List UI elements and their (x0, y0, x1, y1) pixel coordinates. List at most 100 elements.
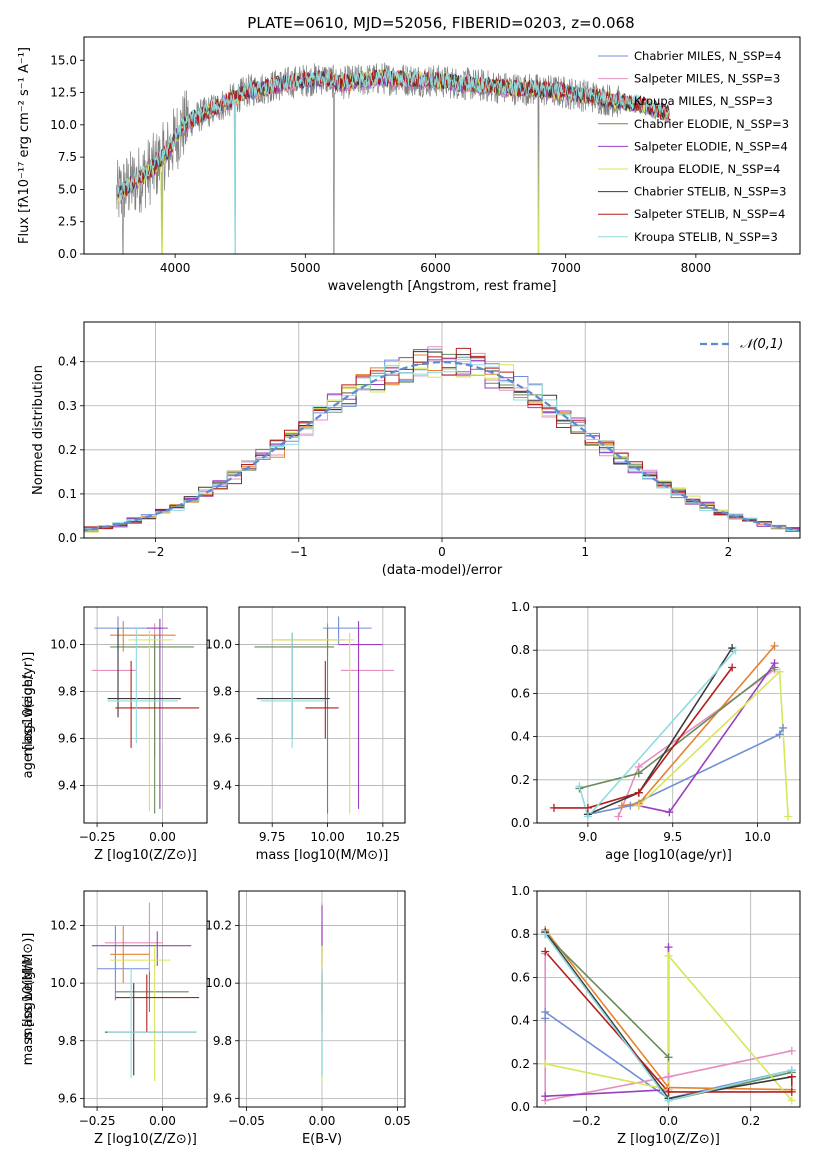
y-tick-label: 10.0 (205, 638, 232, 652)
mass-weight-marker (634, 769, 643, 778)
x-tick-label: 9.75 (259, 830, 286, 844)
legend-label: Chabrier ELODIE, N_SSP=3 (634, 117, 789, 131)
y-axis-label: Normed distribution (31, 365, 46, 495)
y-tick-label: 0.2 (511, 1057, 530, 1071)
mass-weight-marker (664, 1087, 673, 1096)
mass-weight-marker (614, 812, 623, 821)
mass-weight-marker (779, 723, 788, 732)
grid-lines (84, 607, 207, 823)
y-axis-label: mass [log10(M/M⊙)] (21, 933, 36, 1066)
x-axis-label: wavelength [Angstrom, rest frame] (328, 279, 557, 294)
y-tick-label: 0.4 (511, 730, 530, 744)
weights-vs-metallicity-panel: −0.2 0.0 0.2 0.0 0.2 0.4 0.6 0.8 1.0 Z [log10(Z/Z… (21, 884, 801, 1147)
y-tick-label: 15.0 (50, 53, 77, 67)
x-tick-label: 9.5 (663, 830, 682, 844)
x-axis-label: age [log10(age/yr)] (605, 848, 732, 863)
mass-weight-line (545, 953, 793, 1102)
spectrum-panel: 4000 5000 6000 7000 8000 0.0 2.5 5.0 7.5 10.0 12.5… (17, 36, 801, 294)
plot-area (554, 645, 789, 819)
axes-frame (83, 890, 208, 1108)
plot-area (254, 616, 394, 814)
x-tick-label: 0.05 (384, 1114, 411, 1128)
grid-lines (537, 606, 800, 824)
weights-vs-age-panel: 9.0 9.5 10.0 0.0 0.2 0.4 0.6 0.8 1.0 age [log10(a… (21, 600, 801, 863)
plot-area (91, 616, 200, 814)
y-tick-label: 10.2 (50, 919, 77, 933)
mass-weight-marker (634, 788, 643, 797)
grid-lines (84, 891, 207, 1107)
x-tick-label: 0.00 (149, 830, 176, 844)
model-spectrum-line (117, 69, 670, 199)
mass-weight-marker (575, 782, 584, 791)
y-axis-label: Flux [fλ10⁻¹⁷ erg cm⁻² s⁻¹ A⁻¹] (17, 47, 32, 244)
x-axis-label: Z [log10(Z/Z⊙)] (94, 1132, 197, 1147)
axes-frame (536, 606, 801, 824)
residual-histogram-step (84, 358, 800, 534)
x-tick-label: 4000 (160, 261, 191, 275)
y-tick-label: 0.8 (511, 643, 530, 657)
legend-label: Chabrier STELIB, N_SSP=3 (634, 185, 786, 199)
legend-label: Kroupa ELODIE, N_SSP=4 (634, 162, 780, 176)
y-tick-label: 0.4 (58, 355, 77, 369)
x-tick-label: 6000 (420, 261, 451, 275)
y-tick-label: 9.8 (58, 685, 77, 699)
mass-weight-marker (541, 947, 550, 956)
mass-weight-marker (787, 1087, 796, 1096)
y-tick-label: 1.0 (511, 600, 530, 614)
y-tick-label: 10.0 (50, 118, 77, 132)
x-axis-label: (data-model)/error (382, 563, 503, 578)
mass-weight-marker (665, 808, 674, 817)
mass-weight-marker (541, 1092, 550, 1101)
mass-weight-line (587, 647, 733, 816)
mass-weight-line (638, 662, 776, 814)
mass-weight-marker (541, 1007, 550, 1016)
residuals-panel: −2 −1 0 1 2 0.0 0.1 0.2 0.3 0.4 (data-model)/error… (31, 321, 801, 578)
mass-weight-marker (787, 1046, 796, 1055)
mass-weight-marker (617, 801, 626, 810)
y-axis-label: mass weight (21, 674, 36, 756)
x-tick-label: −0.25 (79, 830, 116, 844)
mass-weight-marker (770, 641, 779, 650)
x-tick-label: 7000 (550, 261, 581, 275)
y-tick-label: 9.6 (213, 731, 232, 745)
y-tick-label: 10.0 (50, 976, 77, 990)
y-tick-label: 9.8 (58, 1034, 77, 1048)
y-tick-label: 9.6 (58, 731, 77, 745)
y-tick-label: 0.4 (511, 1014, 530, 1028)
y-tick-label: 0.1 (58, 487, 77, 501)
mass-weight-line (578, 649, 737, 819)
y-tick-label: 1.0 (511, 884, 530, 898)
mass-weight-marker (541, 1059, 550, 1068)
axes-frame (83, 606, 208, 824)
y-tick-label: 9.4 (213, 778, 232, 792)
y-tick-label: 10.0 (205, 976, 232, 990)
mass-weight-marker (583, 812, 592, 821)
x-tick-label: 5000 (290, 261, 321, 275)
mass-weight-line (544, 950, 793, 1093)
y-tick-label: 9.6 (58, 1091, 77, 1105)
legend-label: Salpeter STELIB, N_SSP=4 (634, 207, 785, 221)
mass-weight-marker (731, 646, 740, 655)
x-tick-label: 2 (725, 545, 733, 559)
spectrum-title: PLATE=0610, MJD=52056, FIBERID=0203, z=0… (247, 14, 634, 32)
x-axis-label: Z [log10(Z/Z⊙)] (617, 1132, 720, 1147)
x-tick-label: 10.25 (366, 830, 400, 844)
mass-weight-marker (664, 951, 673, 960)
x-tick-label: −0.05 (228, 1114, 265, 1128)
x-tick-label: 10.0 (744, 830, 771, 844)
axes-frame (83, 321, 801, 539)
y-tick-label: 0.0 (58, 247, 77, 261)
axes-frame (238, 606, 406, 824)
axes-frame (83, 36, 801, 255)
mass-vs-ebv-panel: −0.05 0.00 0.05 9.6 9.8 10.0 10.2 E(B-V) (205, 890, 411, 1147)
model-spectrum-line (117, 69, 670, 254)
x-tick-label: 9.0 (578, 830, 597, 844)
legend-label: Salpeter ELODIE, N_SSP=4 (634, 139, 788, 153)
legend-label: Kroupa MILES, N_SSP=3 (634, 94, 773, 108)
y-tick-label: 9.4 (58, 778, 77, 792)
x-tick-label: 8000 (681, 261, 712, 275)
y-tick-label: 0.0 (511, 1100, 530, 1114)
x-tick-label: −0.2 (572, 1114, 601, 1128)
mass-weight-marker (583, 803, 592, 812)
